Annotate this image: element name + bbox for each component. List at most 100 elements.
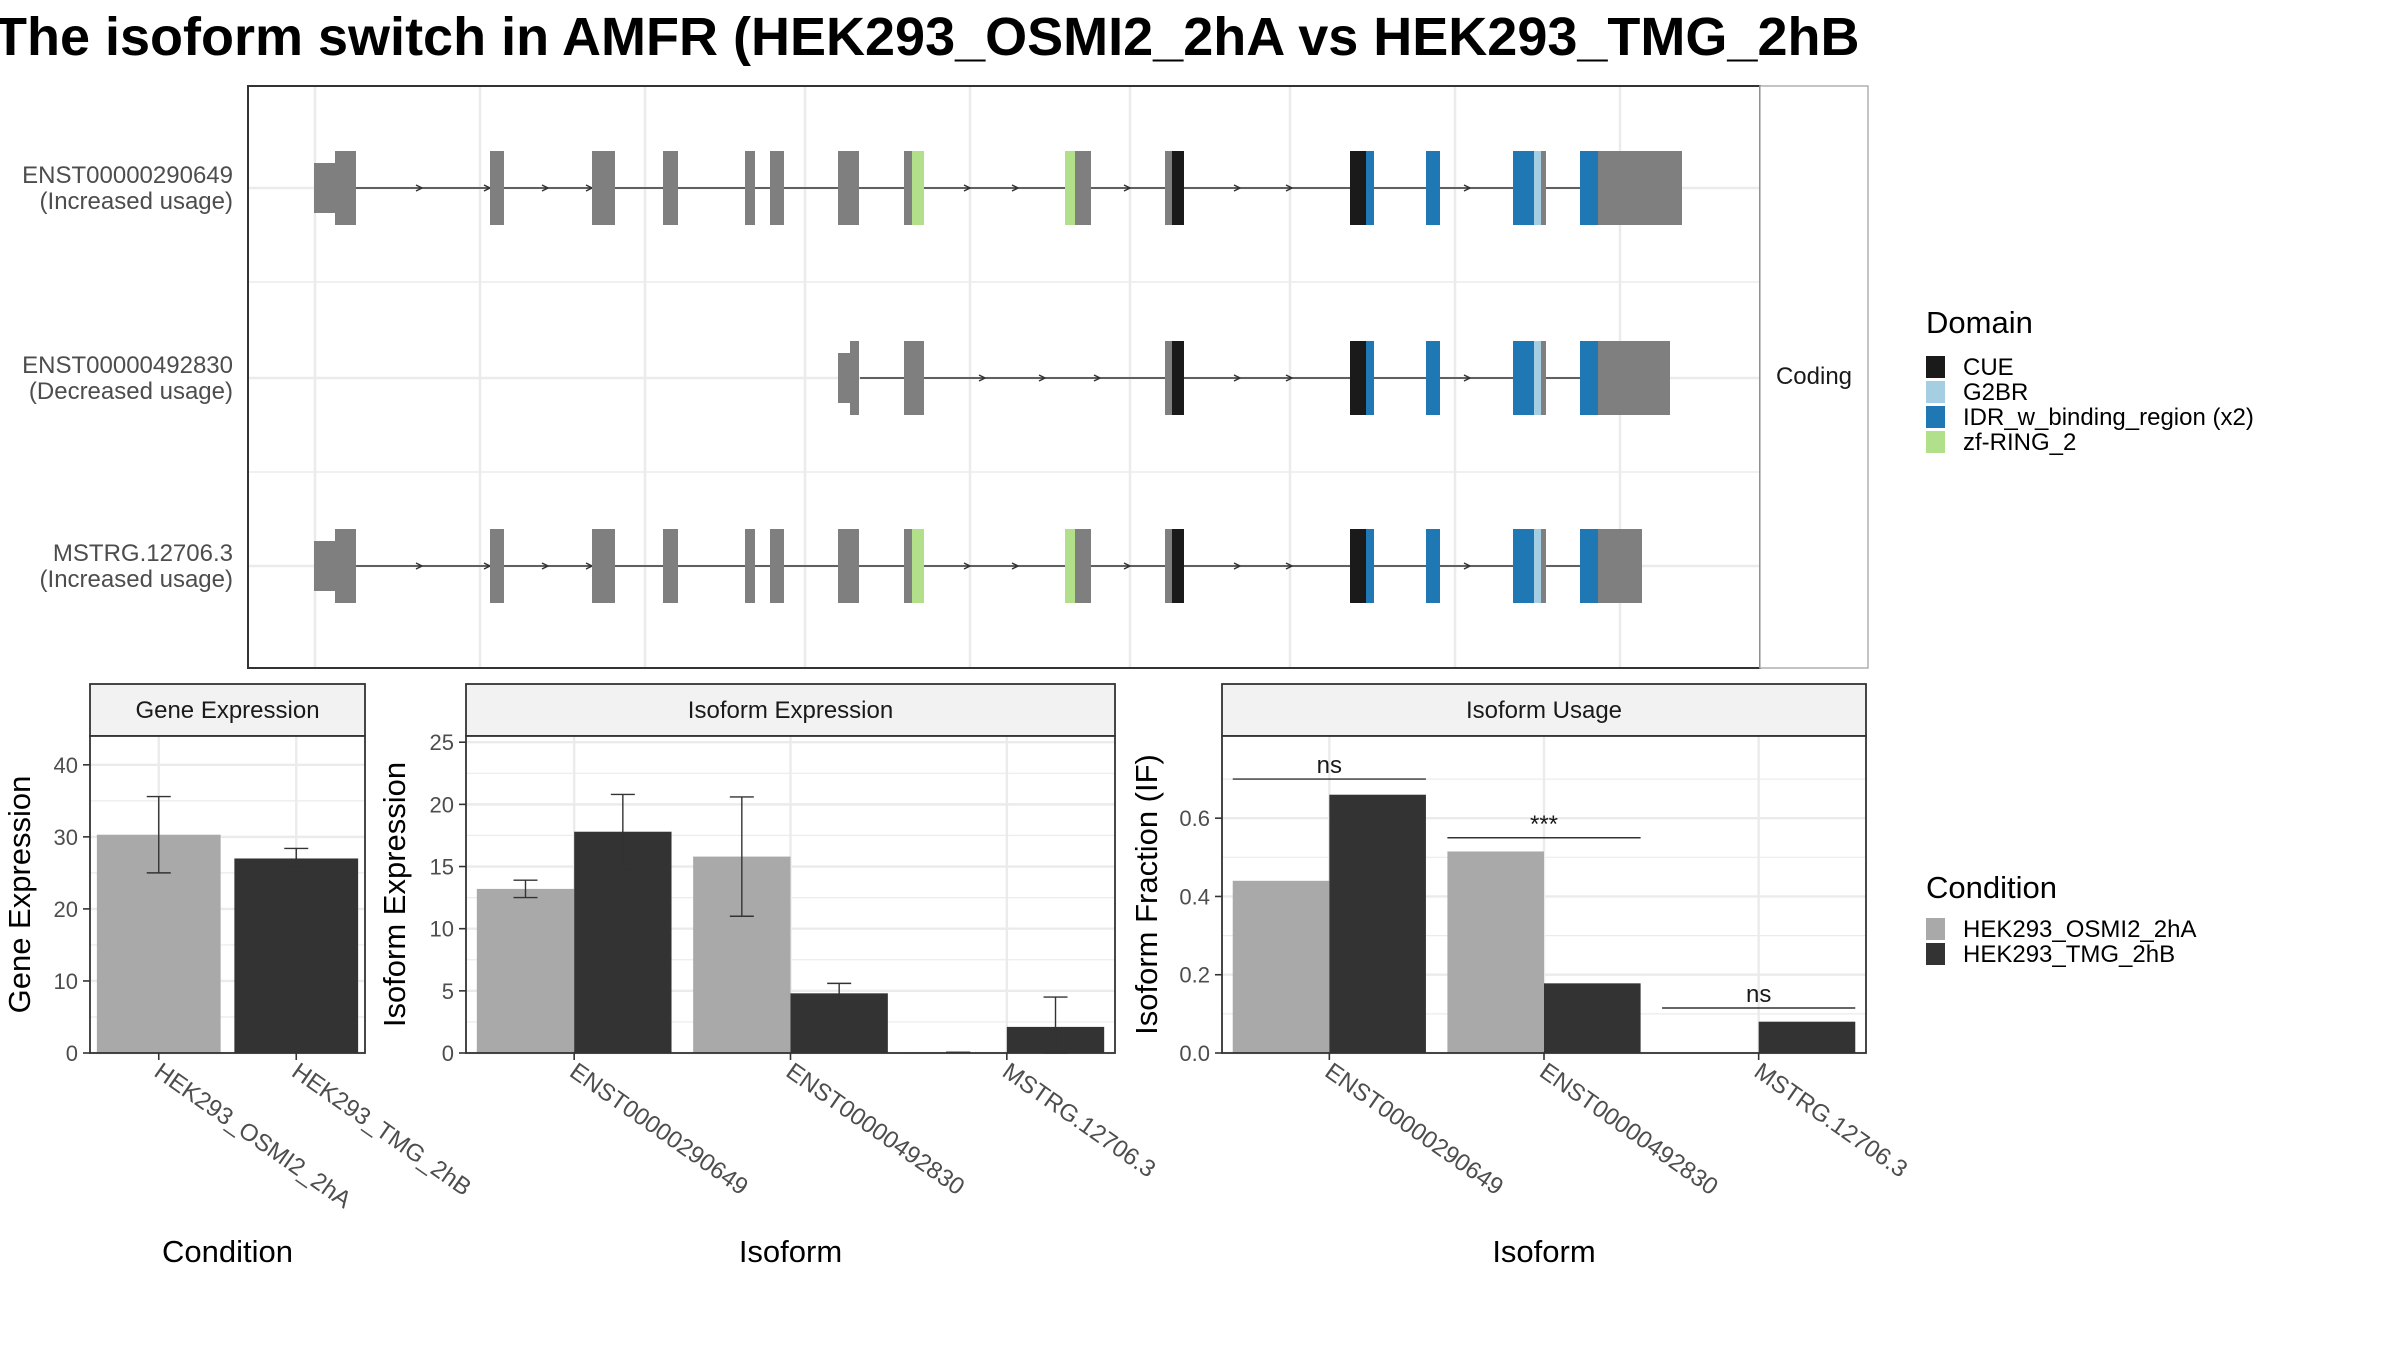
exon-block: [1541, 341, 1546, 415]
y-tick-label: 0.6: [1179, 806, 1210, 831]
y-tick-label: 0.4: [1179, 884, 1210, 909]
y-tick-label: 10: [430, 917, 454, 942]
bar: [1329, 794, 1426, 1053]
exon-block: [1165, 529, 1172, 603]
domain-legend-key: [1926, 431, 1945, 453]
y-axis-title: Isoform Expression: [377, 762, 412, 1027]
domain-legend-label: IDR_w_binding_region (x2): [1963, 404, 2254, 431]
strand-arrow: [1233, 184, 1242, 192]
y-tick-label: 0: [66, 1041, 78, 1066]
strand-arrow: [541, 562, 550, 570]
exon-block: [592, 529, 615, 603]
significance-label: ns: [1317, 752, 1342, 779]
isoform-id-label: MSTRG.12706.3: [53, 540, 233, 567]
strand-arrow: [1285, 184, 1294, 192]
bar: [1232, 880, 1330, 1053]
isoform-usage-panel: Isoform Usage 0.0 0.2 0.4 0.6 ns *** ns ENST0000…: [1129, 683, 1912, 1269]
x-tick-label: MSTRG.12706.3: [1749, 1058, 1912, 1183]
isoform-id-label: ENST00000492830: [22, 352, 233, 379]
panel-title: Isoform Usage: [1466, 697, 1622, 724]
exon-block: [1366, 341, 1374, 415]
exon-block: [1580, 341, 1598, 415]
strand-arrow: [1123, 562, 1132, 570]
x-tick-label: MSTRG.12706.3: [997, 1058, 1160, 1183]
exon-block: [1165, 151, 1172, 225]
exon-block: [1604, 341, 1670, 415]
strand-arrow: [1285, 562, 1294, 570]
exon-block: [904, 341, 924, 415]
exon-block: [904, 151, 912, 225]
strand-arrow: [1233, 562, 1242, 570]
x-tick-label: ENST00000492830: [781, 1058, 969, 1201]
exon-block: [1534, 341, 1541, 415]
isoform-usage-label: (Increased usage): [40, 566, 233, 593]
exon-block: [770, 151, 784, 225]
exon-block: [1426, 341, 1440, 415]
bar: [1544, 983, 1641, 1053]
exon-block: [314, 541, 335, 591]
exon-block: [592, 151, 615, 225]
facet-strip: [1759, 85, 1869, 669]
exon-block: [1513, 341, 1534, 415]
y-tick-label: 5: [442, 979, 454, 1004]
strand-arrow: [1463, 184, 1472, 192]
exon-block: [745, 151, 755, 225]
panel-strip: [89, 683, 366, 737]
strand-arrow: [1011, 184, 1020, 192]
isoform-usage-label: (Increased usage): [40, 188, 233, 215]
y-axis-title: Isoform Fraction (IF): [1129, 754, 1164, 1035]
x-axis-title: Condition: [162, 1234, 293, 1269]
condition-legend-title: Condition: [1926, 870, 2057, 905]
strand-arrow: [1038, 374, 1047, 382]
y-tick-label: 0: [442, 1041, 454, 1066]
exon-block: [838, 353, 850, 403]
exon-block: [490, 151, 504, 225]
exon-block: [770, 529, 784, 603]
condition-legend-key: [1926, 918, 1945, 940]
x-tick-label: ENST00000492830: [1535, 1058, 1723, 1201]
exon-block: [745, 529, 755, 603]
exon-block: [1366, 151, 1374, 225]
y-tick-label: 10: [54, 969, 78, 994]
isoform-expression-panel: Isoform Expression 0 5 10 15 20 25 ENST00000290…: [377, 683, 1160, 1269]
strand-arrow: [541, 184, 550, 192]
exon-block: [663, 529, 678, 603]
exon-block: [850, 341, 859, 415]
exon-block: [1172, 529, 1184, 603]
exon-block: [335, 151, 356, 225]
condition-legend-key: [1926, 943, 1945, 965]
strand-arrow: [1233, 374, 1242, 382]
strand-arrow: [978, 374, 987, 382]
y-tick-label: 30: [54, 825, 78, 850]
isoform-id-label: ENST00000290649: [22, 162, 233, 189]
exon-block: [1598, 151, 1604, 225]
exon-block: [663, 151, 678, 225]
exon-block: [1165, 341, 1172, 415]
exon-block: [1065, 529, 1075, 603]
strand-arrow: [1011, 562, 1020, 570]
exon-block: [838, 529, 859, 603]
exon-block: [1075, 529, 1091, 603]
exon-block: [912, 151, 924, 225]
exon-block: [1426, 151, 1440, 225]
figure-title: The isoform switch in AMFR (HEK293_OSMI2…: [0, 7, 1859, 67]
exon-block: [912, 529, 924, 603]
exon-block: [904, 529, 912, 603]
exon-block: [335, 529, 356, 603]
isoform-usage-label: (Decreased usage): [29, 378, 233, 405]
exon-block: [1604, 529, 1642, 603]
domain-legend-label: CUE: [1963, 354, 2014, 381]
y-tick-label: 20: [430, 792, 454, 817]
exon-block: [314, 163, 335, 213]
y-tick-label: 20: [54, 897, 78, 922]
exon-block: [1172, 341, 1184, 415]
exon-block: [1172, 151, 1184, 225]
exon-block: [838, 151, 859, 225]
bar: [234, 858, 359, 1053]
x-axis-title: Isoform: [1492, 1234, 1595, 1269]
bar: [476, 888, 575, 1053]
exon-block: [1350, 151, 1366, 225]
domain-legend-title: Domain: [1926, 305, 2033, 340]
